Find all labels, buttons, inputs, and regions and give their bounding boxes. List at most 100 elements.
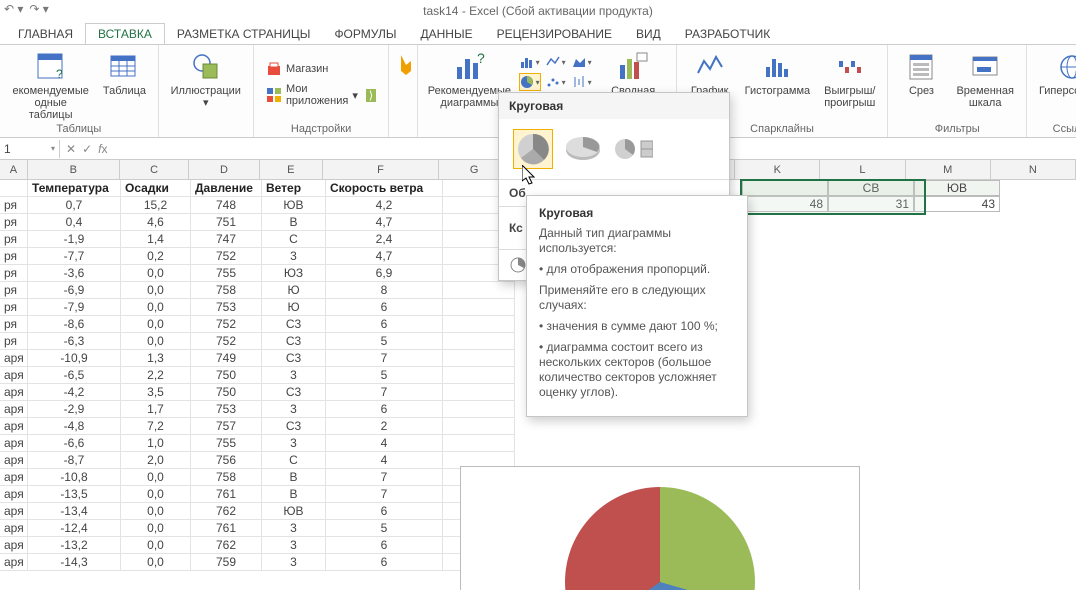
scatter-chart-type[interactable] [545, 73, 567, 91]
header-cell[interactable] [0, 180, 28, 197]
myapps-button[interactable]: Мои приложения ▾ ⟩ [262, 81, 380, 109]
data-cell[interactable]: -7,9 [28, 299, 121, 316]
col-header[interactable]: E [260, 160, 323, 180]
data-cell[interactable]: -6,9 [28, 282, 121, 299]
line-chart-type[interactable] [545, 53, 567, 71]
data-cell[interactable]: ря [0, 214, 28, 231]
redo-icon[interactable]: ↷ ▾ [29, 2, 48, 16]
pie-option-3d[interactable] [563, 129, 603, 169]
data-cell[interactable]: -8,7 [28, 452, 121, 469]
data-cell[interactable]: -13,5 [28, 486, 121, 503]
data-cell[interactable]: С [262, 452, 326, 469]
data-cell[interactable]: 4 [326, 435, 443, 452]
tab-data[interactable]: ДАННЫЕ [408, 24, 484, 44]
tab-formulas[interactable]: ФОРМУЛЫ [322, 24, 408, 44]
data-cell[interactable]: ЮВ [262, 503, 326, 520]
data-cell[interactable]: 3 [262, 537, 326, 554]
data-cell[interactable]: 0,0 [121, 554, 191, 571]
data-cell[interactable]: С3 [262, 384, 326, 401]
undo-icon[interactable]: ↶ ▾ [4, 2, 23, 16]
sparkline-winloss-button[interactable]: Выигрыш/ проигрыш [820, 49, 879, 111]
data-cell[interactable]: аря [0, 452, 28, 469]
data-cell[interactable]: 7,2 [121, 418, 191, 435]
data-cell[interactable]: 0,0 [121, 486, 191, 503]
data-cell[interactable]: 755 [191, 265, 262, 282]
data-cell[interactable]: аря [0, 367, 28, 384]
data-cell[interactable]: 762 [191, 537, 262, 554]
data-cell[interactable]: 750 [191, 367, 262, 384]
data-cell[interactable]: 762 [191, 503, 262, 520]
data-cell[interactable]: 2,2 [121, 367, 191, 384]
data-cell[interactable]: 748 [191, 197, 262, 214]
data-cell[interactable]: 752 [191, 248, 262, 265]
data-cell[interactable]: 0,2 [121, 248, 191, 265]
data-cell[interactable]: 758 [191, 469, 262, 486]
data-cell[interactable]: 0,0 [121, 333, 191, 350]
data-cell[interactable]: 6 [326, 554, 443, 571]
data-cell[interactable]: 7 [326, 350, 443, 367]
data-cell[interactable]: 3 [262, 367, 326, 384]
header-cell[interactable]: Температура [28, 180, 121, 197]
data-cell[interactable]: 7 [326, 469, 443, 486]
header-cell[interactable]: Скорость ветра [326, 180, 443, 197]
data-cell[interactable]: Ю [262, 299, 326, 316]
data-cell[interactable]: аря [0, 401, 28, 418]
data-cell[interactable]: ЮЗ [262, 265, 326, 282]
data-cell[interactable]: -10,9 [28, 350, 121, 367]
data-cell[interactable]: -4,2 [28, 384, 121, 401]
data-cell[interactable]: ря [0, 248, 28, 265]
data-cell[interactable]: ря [0, 333, 28, 350]
data-cell[interactable]: 3 [262, 554, 326, 571]
data-cell[interactable]: 3 [262, 520, 326, 537]
data-cell[interactable]: аря [0, 435, 28, 452]
data-cell[interactable]: -13,2 [28, 537, 121, 554]
data-cell[interactable]: аря [0, 384, 28, 401]
data-cell[interactable]: -8,6 [28, 316, 121, 333]
col-header[interactable]: L [820, 160, 905, 180]
data-cell[interactable]: ря [0, 282, 28, 299]
sparkline-column-button[interactable]: Гистограмма [741, 49, 815, 99]
data-cell[interactable]: ря [0, 197, 28, 214]
data-cell[interactable]: 0,7 [28, 197, 121, 214]
data-cell[interactable]: аря [0, 537, 28, 554]
data-cell[interactable]: 753 [191, 401, 262, 418]
data-cell[interactable]: аря [0, 486, 28, 503]
col-header[interactable]: B [28, 160, 120, 180]
timeline-button[interactable]: Временная шкала [952, 49, 1017, 111]
tab-insert[interactable]: ВСТАВКА [85, 23, 165, 44]
bar-chart-type[interactable] [519, 53, 541, 71]
col-header[interactable]: N [991, 160, 1076, 180]
data-cell[interactable]: С3 [262, 350, 326, 367]
data-cell[interactable]: аря [0, 503, 28, 520]
data-cell[interactable]: ЮВ [262, 197, 326, 214]
data-cell[interactable]: 751 [191, 214, 262, 231]
col-header[interactable]: A [0, 160, 28, 180]
data-cell[interactable]: С [262, 231, 326, 248]
data-cell[interactable]: 5 [326, 520, 443, 537]
col-header[interactable]: F [323, 160, 439, 180]
header-cell[interactable]: Осадки [121, 180, 191, 197]
data-cell[interactable]: ря [0, 299, 28, 316]
col-header[interactable]: K [735, 160, 820, 180]
data-cell[interactable]: аря [0, 520, 28, 537]
tab-developer[interactable]: РАЗРАБОТЧИК [673, 24, 783, 44]
data-cell[interactable]: -7,7 [28, 248, 121, 265]
pie-chart-type[interactable] [519, 73, 541, 91]
data-cell[interactable]: 8 [326, 282, 443, 299]
pivot-table-button[interactable]: ? екомендуемые одные таблицы [8, 49, 93, 123]
data-cell[interactable]: аря [0, 350, 28, 367]
data-cell[interactable]: -12,4 [28, 520, 121, 537]
data-cell[interactable]: 750 [191, 384, 262, 401]
data-cell[interactable]: С3 [262, 333, 326, 350]
data-cell[interactable]: 3,5 [121, 384, 191, 401]
data-cell[interactable]: 761 [191, 486, 262, 503]
tab-view[interactable]: ВИД [624, 24, 673, 44]
data-cell[interactable]: 5 [326, 367, 443, 384]
enter-icon[interactable]: ✓ [82, 142, 92, 156]
data-cell[interactable]: 757 [191, 418, 262, 435]
col-header[interactable]: M [906, 160, 991, 180]
data-cell[interactable]: 4,6 [121, 214, 191, 231]
data-cell[interactable]: -6,6 [28, 435, 121, 452]
data-cell[interactable]: 2,0 [121, 452, 191, 469]
data-cell[interactable]: В [262, 469, 326, 486]
